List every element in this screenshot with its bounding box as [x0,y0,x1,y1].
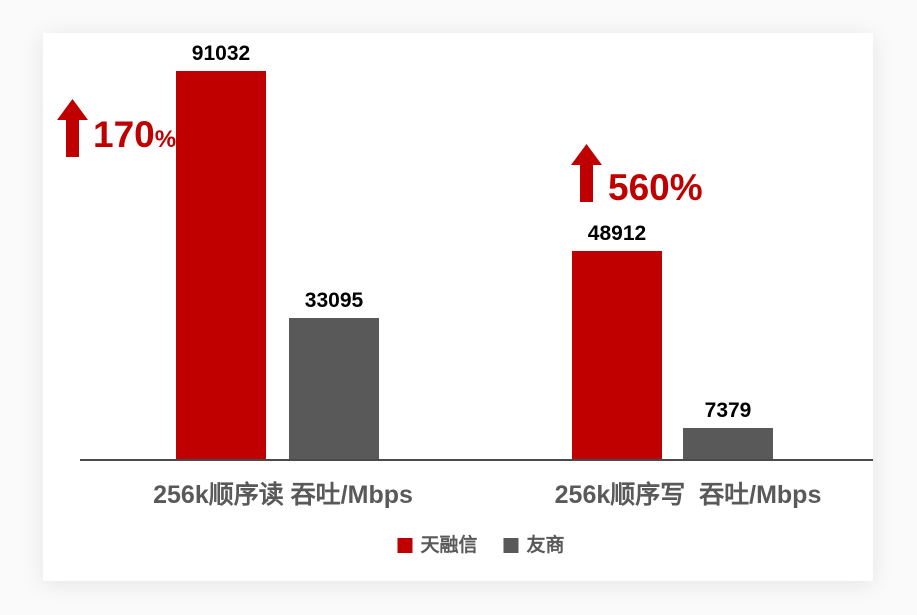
value-label: 7379 [704,399,752,422]
legend-item-youshang: 友商 [503,535,565,556]
legend-swatch-gray [503,538,519,553]
bar-youshang-write: 7379 [683,400,773,459]
x-axis-line [80,459,873,461]
chart-card: 91032 33095 48912 7379 170% 560% 256k顺序读… [43,33,873,581]
up-arrow-icon [57,99,88,162]
value-label: 91032 [191,42,251,65]
bar-tianrongxin-read: 91032 [176,43,266,459]
legend-label: 天融信 [420,535,478,556]
plot-area: 91032 33095 48912 7379 [80,33,873,459]
up-arrow-icon [570,144,603,207]
percent-symbol: % [154,126,177,153]
value-label: 33095 [304,289,364,312]
legend-item-tianrongxin: 天融信 [397,535,478,556]
bar-youshang-read: 33095 [289,290,379,459]
annotation-read-gain: 170% [57,99,176,162]
category-label-write: 256k顺序写 吞吐/Mbps [554,481,822,509]
legend-label: 友商 [526,535,565,556]
percent-symbol: % [669,167,703,208]
percent-text: 170% [93,114,177,155]
value-label: 48912 [587,222,647,245]
legend-swatch-red [397,538,413,553]
bar-tianrongxin-write: 48912 [572,223,662,459]
legend: 天融信 友商 [397,535,565,556]
percent-text: 560% [608,167,703,208]
annotation-write-gain: 560% [570,144,703,207]
category-label-read: 256k顺序读 吞吐/Mbps [153,481,413,509]
